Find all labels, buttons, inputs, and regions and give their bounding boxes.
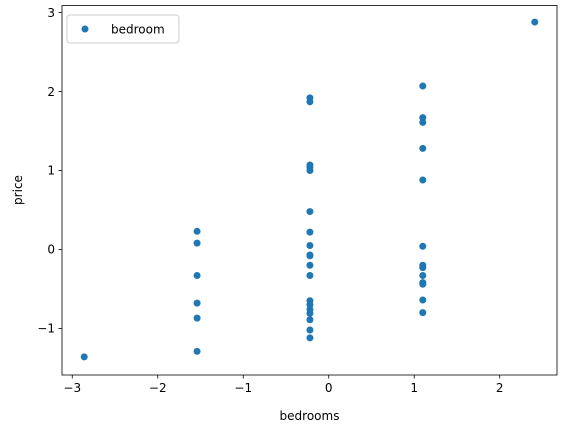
- data-point: [419, 144, 427, 152]
- x-tick-label: −1: [234, 381, 252, 395]
- x-axis-ticks: −3 −2 −1 0 1 2: [63, 375, 504, 395]
- data-point: [419, 280, 427, 288]
- data-point: [419, 118, 427, 126]
- data-point: [306, 326, 314, 334]
- data-point: [419, 309, 427, 317]
- data-point: [419, 272, 427, 280]
- data-point: [306, 228, 314, 236]
- y-tick-label: 3: [47, 6, 55, 20]
- x-tick-label: 2: [496, 381, 504, 395]
- y-tick-label: 0: [47, 243, 55, 257]
- y-tick-label: −1: [37, 322, 55, 336]
- data-point: [193, 239, 201, 247]
- plot-frame: [61, 5, 558, 376]
- y-tick-label: 2: [47, 85, 55, 99]
- data-point: [193, 314, 201, 322]
- data-point: [419, 82, 427, 90]
- legend-box: [66, 14, 180, 44]
- data-point: [306, 208, 314, 216]
- y-tick-label: 1: [47, 164, 55, 178]
- data-point: [306, 252, 314, 260]
- y-axis-label: price: [11, 175, 25, 205]
- data-point: [531, 18, 539, 26]
- legend-label: bedroom: [111, 23, 165, 37]
- y-axis-ticks: −1 0 1 2 3: [37, 6, 62, 336]
- plot-marks: [80, 18, 539, 361]
- x-tick-label: 1: [410, 381, 418, 395]
- legend: bedroom: [66, 14, 180, 44]
- data-point: [306, 242, 314, 250]
- data-point: [306, 167, 314, 175]
- x-tick-label: 0: [325, 381, 333, 395]
- data-point: [306, 272, 314, 280]
- data-point: [419, 242, 427, 250]
- data-point: [419, 296, 427, 304]
- x-axis-label: bedrooms: [280, 409, 340, 423]
- data-point: [306, 261, 314, 269]
- data-point: [306, 334, 314, 342]
- x-tick-label: −2: [149, 381, 167, 395]
- data-point: [419, 176, 427, 184]
- x-tick-label: −3: [63, 381, 81, 395]
- data-point: [306, 316, 314, 324]
- data-point: [193, 347, 201, 355]
- legend-marker: [81, 25, 89, 33]
- data-point: [193, 299, 201, 307]
- data-point: [419, 264, 427, 272]
- data-point: [306, 309, 314, 317]
- data-point: [306, 98, 314, 106]
- data-point: [80, 353, 88, 361]
- data-point: [193, 227, 201, 235]
- data-point: [193, 272, 201, 280]
